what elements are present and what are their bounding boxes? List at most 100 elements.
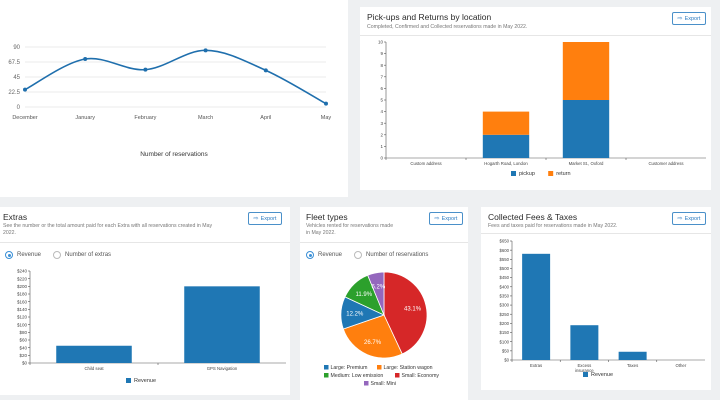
extras-subtitle: See the number or the total amount paid … [3, 223, 213, 236]
fleet-divider [300, 242, 468, 243]
y-tick-label: $100 [499, 339, 509, 344]
bar-revenue [570, 325, 599, 360]
pie-slice-small-economy [383, 271, 428, 355]
y-tick-label: $160 [17, 299, 28, 304]
pie-slice-label: 11.9% [356, 292, 373, 298]
pickups-export-button[interactable]: ⇨ Export [672, 12, 706, 25]
y-tick-label: $300 [499, 303, 509, 308]
pie-slice-label: 43.1% [404, 307, 422, 313]
y-tick-label: $100 [17, 322, 28, 327]
bar-revenue [522, 253, 551, 360]
y-tick-label: 3 [380, 121, 383, 126]
legend-label: Medium: Low emission [331, 373, 384, 379]
legend-swatch [511, 171, 516, 176]
x-tick-label: Hogarth Road, London [484, 161, 528, 166]
legend-label: Small: Economy [402, 373, 440, 379]
fleet-radio-group: Revenue Number of reservations [306, 251, 440, 259]
y-tick-label: $350 [499, 294, 509, 299]
export-icon: ⇨ [253, 216, 259, 222]
pie-slice-large-station-wagon [342, 314, 403, 359]
y-tick-label: 0 [17, 105, 21, 111]
legend-label: return [556, 171, 570, 177]
bar-revenue [184, 286, 260, 363]
y-tick-label: $600 [499, 248, 509, 253]
legend-label: Revenue [591, 372, 613, 378]
legend-swatch [395, 373, 400, 378]
y-tick-label: $50 [502, 348, 510, 353]
y-tick-label: $0 [504, 358, 509, 363]
pie-slice-label: 26.7% [364, 340, 382, 346]
fleet-export-label: Export [441, 215, 458, 222]
y-tick-label: $0 [22, 361, 28, 366]
y-tick-label: $500 [499, 266, 509, 271]
pickups-divider [360, 35, 711, 36]
extras-radio-revenue[interactable] [5, 251, 13, 259]
y-tick-label: 0 [380, 156, 383, 161]
y-tick-label: $220 [17, 276, 28, 281]
data-point [203, 48, 208, 53]
y-tick-label: 67.5 [8, 60, 20, 66]
x-tick-label: December [12, 115, 38, 121]
y-tick-label: $120 [17, 315, 28, 320]
bar-pickup [562, 100, 610, 158]
bar-revenue [618, 351, 647, 360]
fees-divider [481, 233, 711, 234]
y-tick-label: $180 [17, 292, 28, 297]
x-tick-label: Taxes [627, 363, 638, 368]
x-tick-label: Child seat [84, 366, 104, 371]
y-tick-label: 5 [380, 98, 383, 103]
legend-label: Large: Premium [331, 365, 368, 371]
x-tick-label: January [75, 115, 95, 121]
fleet-radio-revenue[interactable] [306, 251, 314, 259]
pickups-bar-chart: 0 1 2 3 4 5 6 7 8 9 10 Custom address Hogarth Road, … [378, 40, 706, 177]
pickups-title: Pick-ups and Returns by location [367, 12, 492, 22]
fleet-export-button[interactable]: ⇨ Export [429, 212, 463, 225]
fees-export-button[interactable]: ⇨ Export [672, 212, 706, 225]
data-point [143, 67, 148, 72]
legend-label: Large: Station wagon [384, 365, 433, 371]
y-tick-label: 22.5 [8, 90, 20, 96]
y-tick-label: 8 [380, 63, 383, 68]
fleet-radio-count[interactable] [354, 251, 363, 259]
y-tick-label: $240 [17, 269, 28, 274]
extras-radio-count[interactable] [53, 251, 62, 259]
fees-card: Collected Fees & Taxes Fees and taxes pa… [481, 207, 711, 390]
data-point [263, 68, 268, 73]
y-tick-label: 45 [13, 75, 20, 81]
data-point [23, 87, 27, 92]
y-tick-label: 4 [380, 109, 383, 114]
y-tick-label: $550 [499, 257, 509, 262]
bar-return [482, 111, 530, 135]
y-tick-label: 7 [380, 74, 383, 79]
x-tick-label: insurance [575, 368, 594, 373]
data-point [324, 101, 328, 106]
y-tick-label: $20 [19, 353, 27, 358]
x-tick-label: April [260, 115, 271, 121]
x-tick-label: Market St., Oxford [569, 161, 604, 166]
x-tick-label: Customer address [648, 161, 683, 166]
fleet-subtitle: Vehicles rented for reservations made in… [306, 223, 394, 236]
y-tick-label: $40 [19, 345, 27, 350]
y-tick-label: $450 [499, 275, 509, 280]
pie-slice-label: 6.2% [372, 284, 386, 290]
legend-swatch [126, 378, 131, 383]
pickups-card: Pick-ups and Returns by location Complet… [360, 7, 711, 190]
fees-subtitle: Fees and taxes paid for reservations mad… [488, 223, 618, 229]
fleet-radio-revenue-label: Revenue [318, 252, 343, 258]
bar-return [562, 42, 610, 100]
extras-bar-chart: $0 $20 $40 $60 $80 $100 $120 $140 $160 $180 $200 $2… [17, 269, 286, 384]
legend-swatch [377, 365, 382, 370]
reservations-line-chart: 0 22.5 45 67.5 90 December January February Marc… [8, 45, 331, 121]
export-icon: ⇨ [677, 216, 683, 222]
extras-card: Extras See the number or the total amoun… [0, 207, 290, 395]
extras-radio-group: Revenue Number of extras [5, 251, 123, 259]
fees-title: Collected Fees & Taxes [488, 212, 578, 222]
legend-swatch [324, 373, 329, 378]
y-tick-label: $80 [19, 330, 27, 335]
extras-export-button[interactable]: ⇨ Export [248, 212, 282, 225]
x-tick-label: Excess [577, 363, 591, 368]
data-point [83, 57, 88, 61]
extras-title: Extras [3, 212, 28, 222]
x-tick-label: February [134, 115, 156, 121]
fleet-card: Fleet types Vehicles rented for reservat… [300, 207, 468, 400]
